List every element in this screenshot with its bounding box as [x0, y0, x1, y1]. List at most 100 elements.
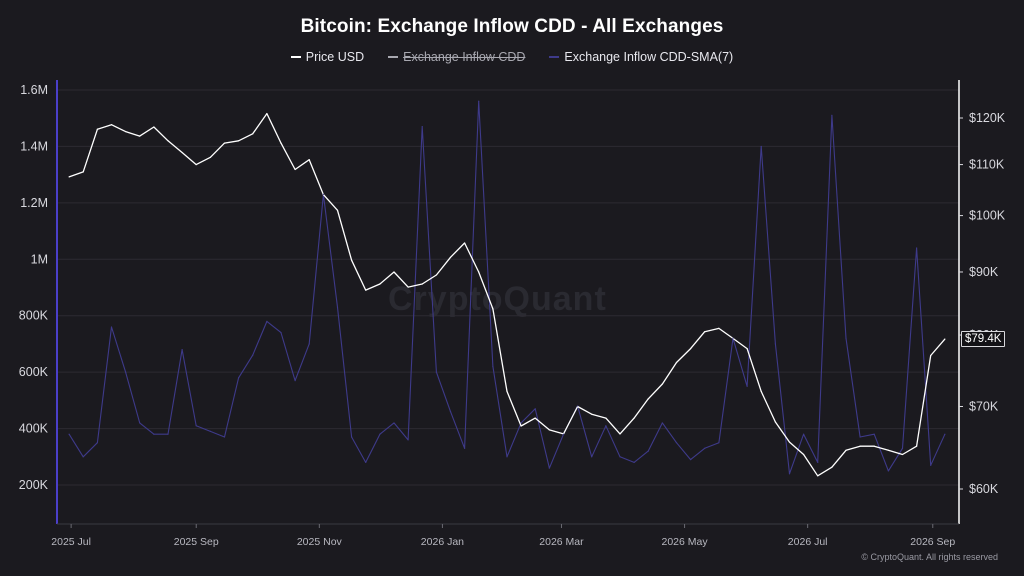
legend-label-price: Price USD: [305, 50, 365, 64]
price-point-41: [647, 398, 649, 400]
price-point-6: [153, 126, 155, 128]
legend-swatch-inflow-cdd: [388, 56, 399, 58]
sma-point-39: [619, 456, 621, 458]
current-price-badge: $79.4K: [961, 331, 1006, 347]
price-point-42: [661, 383, 663, 385]
sma-point-24: [407, 439, 409, 441]
x-tick-label-1: 2025 Sep: [174, 536, 219, 548]
sma-point-35: [562, 433, 565, 435]
sma-point-18: [322, 193, 324, 195]
sma-point-33: [534, 408, 536, 410]
price-point-44: [690, 347, 692, 350]
sma-point-40: [633, 461, 635, 464]
price-point-30: [492, 308, 494, 310]
sma-point-52: [803, 433, 805, 435]
price-point-49: [760, 390, 762, 393]
left-tick-label-4: 1M: [31, 252, 48, 266]
left-tick-label-1: 400K: [19, 422, 49, 436]
sma-point-22: [379, 433, 381, 435]
x-tick-label-5: 2026 May: [662, 536, 709, 548]
price-point-52: [803, 453, 805, 456]
sma-point-43: [675, 442, 678, 444]
legend-item-price[interactable]: Price USD: [290, 50, 365, 64]
price-point-33: [534, 417, 536, 419]
sma-point-56: [859, 436, 861, 438]
series-line-sma: [68, 100, 946, 475]
sma-point-25: [421, 126, 423, 128]
price-point-50: [774, 421, 776, 423]
left-tick-label-2: 600K: [19, 365, 49, 379]
sma-point-36: [577, 405, 579, 407]
sma-point-58: [887, 470, 889, 472]
sma-point-17: [308, 343, 310, 345]
sma-point-47: [732, 337, 734, 339]
price-point-31: [506, 390, 508, 393]
price-point-3: [110, 124, 113, 126]
price-point-38: [605, 417, 607, 419]
price-point-43: [675, 361, 678, 364]
sma-point-62: [944, 433, 946, 435]
legend-swatch-price: [290, 56, 301, 58]
sma-point-28: [464, 447, 466, 449]
chart-title: Bitcoin: Exchange Inflow CDD - All Excha…: [300, 16, 724, 37]
price-point-48: [746, 347, 748, 350]
sma-point-20: [351, 436, 353, 438]
sma-point-27: [449, 411, 452, 413]
price-point-46: [718, 327, 720, 329]
price-point-4: [125, 130, 127, 133]
price-point-5: [139, 135, 141, 137]
sma-point-45: [704, 447, 706, 449]
price-point-28: [464, 242, 466, 244]
sma-point-32: [520, 422, 522, 424]
price-point-60: [916, 445, 918, 447]
series-line-price: [68, 112, 946, 477]
sma-point-4: [125, 371, 127, 373]
price-point-58: [887, 449, 889, 451]
x-tick-label-4: 2026 Mar: [539, 536, 584, 548]
price-point-39: [619, 433, 621, 435]
price-point-45: [704, 331, 706, 333]
sma-point-12: [238, 377, 240, 379]
sma-point-51: [788, 473, 791, 475]
x-tick-label-7: 2026 Sep: [910, 536, 955, 548]
sma-point-2: [96, 442, 98, 444]
x-tick-label-6: 2026 Jul: [788, 536, 828, 548]
price-point-9: [195, 163, 197, 166]
price-point-10: [209, 156, 211, 158]
sma-point-10: [209, 430, 211, 432]
sma-point-8: [181, 348, 183, 351]
price-point-61: [930, 354, 932, 357]
price-point-0: [68, 176, 70, 178]
sma-point-54: [831, 114, 833, 116]
price-point-24: [407, 286, 409, 288]
x-tick-label-2: 2025 Nov: [297, 536, 343, 548]
legend-label-sma: Exchange Inflow CDD-SMA(7): [564, 50, 734, 64]
right-tick-label-4: $100K: [969, 209, 1006, 223]
sma-point-29: [478, 100, 480, 102]
legend-item-sma[interactable]: Exchange Inflow CDD-SMA(7): [549, 50, 733, 64]
left-tick-label-7: 1.6M: [20, 83, 48, 97]
sma-point-30: [492, 365, 494, 368]
price-point-20: [351, 259, 353, 261]
legend-swatch-sma: [549, 56, 560, 58]
copyright-notice: © CryptoQuant. All rights reserved: [861, 552, 998, 562]
price-point-8: [181, 151, 183, 154]
price-point-57: [873, 445, 875, 447]
right-tick-label-6: $120K: [969, 111, 1006, 125]
sma-point-46: [718, 442, 720, 444]
price-point-54: [831, 466, 833, 468]
price-point-32: [520, 425, 522, 427]
sma-point-55: [845, 337, 847, 339]
sma-point-60: [916, 247, 918, 249]
price-point-25: [421, 283, 423, 285]
sma-point-48: [746, 385, 748, 387]
legend-item-inflow-cdd[interactable]: Exchange Inflow CDD: [388, 50, 525, 64]
price-point-23: [393, 271, 395, 273]
right-tick-label-0: $60K: [969, 482, 999, 496]
sma-point-59: [901, 447, 904, 449]
price-point-21: [365, 289, 367, 291]
sma-point-0: [68, 433, 70, 435]
price-point-12: [238, 140, 240, 142]
sma-point-9: [195, 425, 197, 427]
